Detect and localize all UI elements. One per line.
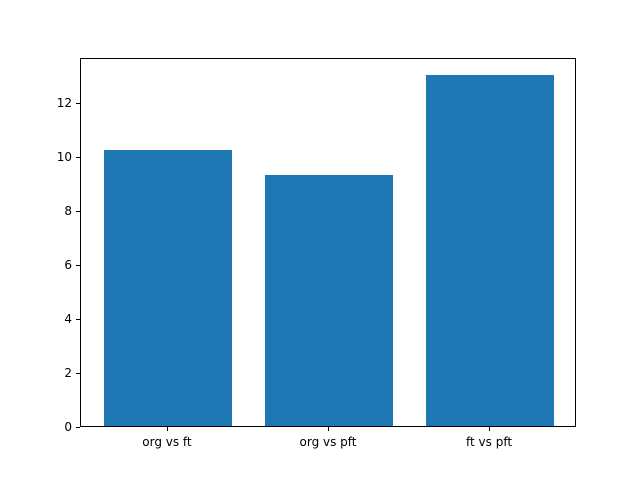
y-tick-mark bbox=[76, 156, 80, 158]
y-tick-label: 10 bbox=[56, 149, 72, 164]
x-tick-label: org vs pft bbox=[299, 435, 357, 449]
y-tick-label: 12 bbox=[56, 95, 72, 110]
x-tick-label: org vs ft bbox=[142, 435, 192, 449]
x-tick-mark bbox=[166, 427, 168, 431]
y-tick-mark bbox=[76, 427, 80, 428]
plot-area bbox=[80, 58, 576, 427]
x-tick-mark bbox=[489, 427, 491, 431]
bar-ft-vs-pft bbox=[425, 74, 555, 426]
y-tick-label: 2 bbox=[64, 365, 72, 380]
y-tick-mark bbox=[76, 372, 80, 374]
y-tick-label: 6 bbox=[64, 257, 72, 272]
y-tick-mark bbox=[76, 318, 80, 320]
y-tick-mark bbox=[76, 210, 80, 212]
y-tick-mark bbox=[76, 102, 80, 104]
y-tick-label: 0 bbox=[64, 420, 72, 434]
x-tick-mark bbox=[328, 427, 329, 431]
y-tick-label: 8 bbox=[64, 203, 72, 218]
y-tick-label: 4 bbox=[64, 311, 72, 326]
y-tick-mark bbox=[76, 264, 80, 266]
bar-org-vs-ft bbox=[103, 150, 233, 426]
bar-org-vs-pft bbox=[264, 174, 394, 426]
x-tick-label: ft vs pft bbox=[466, 435, 513, 449]
